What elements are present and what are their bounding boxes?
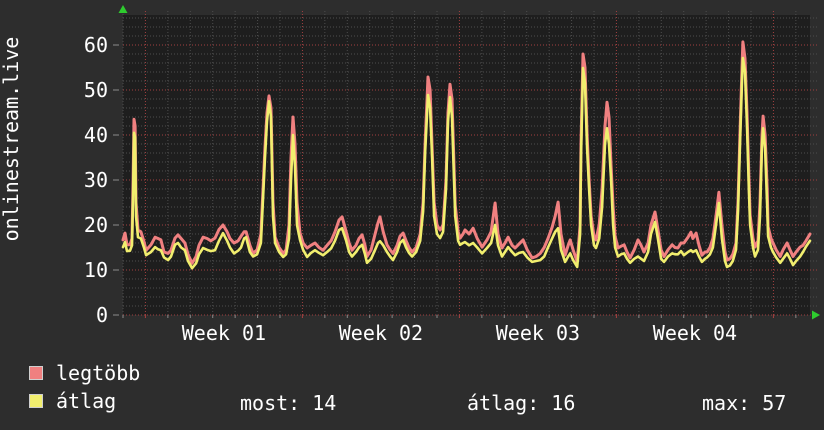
plot-svg xyxy=(113,5,820,320)
y-axis-tick-label: 60 xyxy=(83,33,108,57)
stat-atlag: átlag: 16 xyxy=(467,391,576,415)
legend-label-atlag: átlag xyxy=(56,389,117,413)
stat-most: most: 14 xyxy=(240,391,337,415)
x-axis-arrow-icon xyxy=(812,310,820,320)
y-axis-tick-label: 50 xyxy=(83,78,108,102)
legend-item-legtobb: legtöbb xyxy=(29,362,140,384)
legend-swatch-legtobb-icon xyxy=(29,366,43,380)
legend-swatch-atlag-icon xyxy=(29,394,43,408)
y-axis-tick-label: 20 xyxy=(83,213,108,237)
x-axis-week-label: Week 03 xyxy=(495,321,581,345)
x-axis-week-label: Week 02 xyxy=(338,321,424,345)
y-axis-tick-label: 10 xyxy=(83,258,108,282)
stat-max: max: 57 xyxy=(702,391,787,415)
legend-label-legtobb: legtöbb xyxy=(56,361,141,385)
y-axis-arrow-icon xyxy=(118,5,128,13)
y-axis-tick-label: 0 xyxy=(95,303,108,327)
y-axis-tick-label: 30 xyxy=(83,168,108,192)
x-axis-week-label: Week 04 xyxy=(652,321,738,345)
y-axis-tick-label: 40 xyxy=(83,123,108,147)
legend-item-atlag: átlag xyxy=(29,390,116,412)
series-line-atlag xyxy=(121,56,812,270)
x-axis-week-label: Week 01 xyxy=(181,321,267,345)
